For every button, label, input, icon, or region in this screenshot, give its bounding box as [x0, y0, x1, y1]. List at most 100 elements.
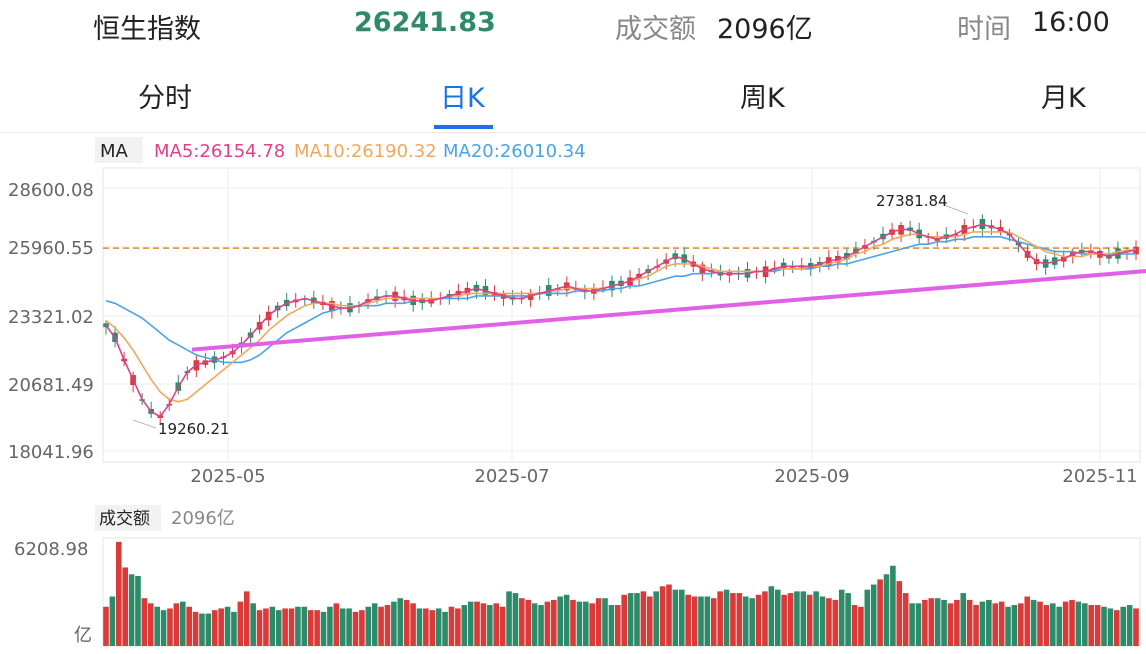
volume-bar: [602, 598, 608, 646]
volume-bar: [1043, 605, 1050, 646]
support-trendline: [191, 269, 1146, 352]
volume-y-tick: 6208.98: [14, 539, 88, 560]
volume-bar: [512, 593, 519, 646]
volume-bar: [115, 541, 122, 646]
volume-bar: [922, 599, 928, 646]
volume-bar: [1024, 596, 1031, 646]
turnover-label: 成交额: [615, 14, 696, 45]
volume-bar: [551, 599, 557, 646]
volume-bar: [295, 606, 301, 646]
volume-bar: [749, 598, 755, 646]
volume-bar: [493, 603, 500, 646]
volume-bar: [819, 596, 826, 646]
tab-weekly-k[interactable]: 周K: [740, 83, 785, 114]
y-tick-label: 18041.96: [8, 442, 94, 463]
volume-bar: [487, 605, 493, 646]
ma10-line: [105, 231, 1137, 403]
volume-bar: [608, 605, 615, 646]
volume-bar: [704, 596, 711, 646]
volume-bar: [128, 574, 135, 646]
volume-bar: [224, 606, 231, 646]
volume-bar: [1062, 601, 1069, 646]
volume-bar: [902, 593, 909, 646]
volume-bar: [640, 591, 647, 646]
tab-monthly-k[interactable]: 月K: [1041, 83, 1086, 114]
low-annotation: 19260.21: [132, 419, 230, 438]
volume-bar: [806, 594, 813, 646]
ma10-legend: MA10:26190.32: [294, 141, 437, 162]
time-label: 时间: [957, 14, 1011, 45]
volume-bar: [199, 613, 205, 646]
volume-bar: [327, 606, 333, 646]
tab-daily-k[interactable]: 日K: [440, 83, 485, 114]
volume-bar: [960, 593, 967, 646]
volume-bar: [557, 596, 564, 646]
x-tick-label: 2025-05: [190, 466, 265, 487]
volume-bar: [288, 608, 295, 646]
volume-bar: [1050, 603, 1056, 646]
volume-bar: [787, 593, 794, 646]
volume-bar: [615, 605, 621, 646]
volume-bar: [429, 610, 436, 646]
volume-bar: [1120, 606, 1127, 646]
candlestick-series: [103, 214, 1139, 426]
volume-bar: [851, 605, 858, 646]
y-tick-label: 25960.55: [8, 238, 94, 259]
volume-bar: [653, 591, 659, 646]
volume-bar: [186, 606, 192, 646]
ma-legend-box[interactable]: [95, 137, 143, 163]
volume-bar: [755, 594, 762, 646]
volume-bar: [1005, 606, 1011, 646]
ma20-line: [105, 236, 1137, 364]
volume-bar: [832, 599, 839, 646]
volume-bar: [589, 603, 596, 646]
ma-lines: [105, 223, 1146, 418]
y-tick-label: 28600.08: [8, 180, 94, 201]
volume-bar: [717, 591, 723, 646]
volume-bar: [973, 605, 979, 646]
volume-bar: [1101, 606, 1107, 646]
ma-legend: MA MA5:26154.78 MA10:26190.32 MA20:26010…: [95, 137, 586, 163]
price-x-axis: 2025-05 2025-07 2025-09 2025-11: [190, 466, 1137, 487]
volume-bar: [167, 608, 173, 646]
volume-unit: 亿: [74, 625, 92, 646]
volume-bar: [147, 603, 154, 646]
tab-intraday[interactable]: 分时: [138, 83, 192, 114]
y-tick-label: 23321.02: [8, 307, 94, 328]
volume-bar: [282, 608, 288, 646]
index-value: 26241.83: [354, 7, 496, 38]
volume-bar: [301, 606, 308, 646]
volume-bar: [890, 565, 896, 646]
volume-bar: [742, 596, 749, 646]
volume-bar: [448, 606, 455, 646]
volume-bar: [947, 603, 954, 646]
volume-bar: [710, 598, 717, 646]
volume-bar: [826, 598, 832, 646]
volume-bar: [160, 610, 167, 646]
volume-bar: [423, 608, 429, 646]
volume-bar: [544, 601, 551, 646]
volume-bar: [333, 603, 340, 646]
volume-bar: [1056, 606, 1063, 646]
volume-bar: [723, 589, 730, 646]
plot-frame: [102, 167, 1141, 463]
low-annotation-leader: [132, 419, 157, 429]
volume-bar: [858, 606, 864, 646]
low-annotation-label: 19260.21: [158, 420, 230, 438]
volume-bar: [877, 579, 883, 646]
volume-bar: [359, 610, 365, 646]
volume-bar: [870, 584, 877, 646]
volume-legend-box[interactable]: [95, 505, 161, 531]
x-tick-label: 2025-09: [774, 466, 849, 487]
volume-bar: [1088, 605, 1095, 646]
volume-bar: [909, 603, 915, 646]
quote-header: 恒生指数 26241.83 成交额 2096亿 时间 16:00: [0, 0, 1146, 50]
volume-bar: [646, 596, 653, 646]
x-tick-label: 2025-11: [1062, 466, 1137, 487]
ma20-legend: MA20:26010.34: [443, 141, 586, 162]
volume-bar: [173, 603, 180, 646]
volume-bar: [954, 599, 960, 646]
volume-bar: [979, 601, 986, 646]
volume-bars: [103, 541, 1139, 646]
